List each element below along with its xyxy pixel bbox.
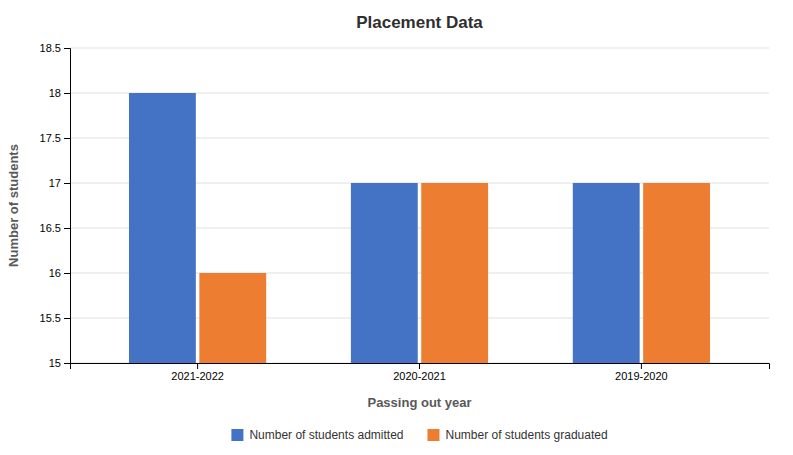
bar — [573, 183, 640, 363]
y-tick: 18.5 — [40, 42, 70, 54]
y-tick-label: 16.5 — [40, 222, 61, 234]
y-tick: 16.5 — [40, 222, 70, 234]
chart: 15 15.5 16 16.5 17 17.5 18 18.5 2021-2022 2020-20… — [0, 0, 793, 455]
grid — [70, 48, 769, 363]
y-tick-label: 15 — [49, 357, 61, 369]
y-tick-mark — [64, 273, 70, 274]
y-tick-label: 18 — [49, 87, 61, 99]
y-axis: 15 15.5 16 16.5 17 17.5 18 18.5 — [40, 42, 71, 369]
y-tick-mark — [64, 318, 70, 319]
bar — [421, 183, 488, 363]
plot: 15 15.5 16 16.5 17 17.5 18 18.5 2021-2022 2020-20… — [40, 42, 770, 382]
bar — [129, 93, 196, 363]
title: Placement Data — [356, 13, 483, 32]
y-tick-mark — [64, 93, 70, 94]
y-tick: 16 — [49, 267, 70, 279]
x-axis-title: Passing out year — [367, 395, 471, 410]
x-tick-label: 2020-2021 — [393, 370, 446, 382]
x-tick-mark — [641, 363, 642, 369]
legend: Number of students admitted Number of stu… — [231, 428, 607, 442]
y-axis-title: Number of students — [6, 144, 21, 267]
x-tick: 2021-2022 — [171, 363, 224, 382]
x-tick-mark — [419, 363, 420, 369]
legend-swatch — [231, 429, 243, 441]
y-tick-label: 17 — [49, 177, 61, 189]
x-axis-line — [71, 364, 770, 370]
x-tick-label: 2021-2022 — [171, 370, 224, 382]
grid-line — [70, 48, 769, 49]
x-tick: 2020-2021 — [393, 363, 446, 382]
x-tick: 2019-2020 — [615, 363, 668, 382]
y-tick: 15 — [49, 357, 70, 369]
x-axis: 2021-2022 2020-2021 2019-2020 — [71, 363, 770, 382]
y-tick: 17 — [49, 177, 70, 189]
legend-item: Number of students graduated — [427, 428, 607, 442]
legend-swatch — [427, 429, 439, 441]
bar-series — [129, 93, 640, 363]
y-tick: 15.5 — [40, 312, 70, 324]
legend-item: Number of students admitted — [231, 428, 403, 442]
y-tick-mark — [64, 228, 70, 229]
y-tick-label: 15.5 — [40, 312, 61, 324]
bar — [351, 183, 418, 363]
y-tick-label: 17.5 — [40, 132, 61, 144]
y-tick-mark — [64, 138, 70, 139]
bar-series — [199, 183, 710, 363]
y-tick-mark — [64, 48, 70, 49]
legend-label: Number of students graduated — [445, 428, 607, 442]
x-tick-label: 2019-2020 — [615, 370, 668, 382]
y-tick-label: 16 — [49, 267, 61, 279]
y-tick: 18 — [49, 87, 70, 99]
legend-label: Number of students admitted — [249, 428, 403, 442]
y-tick-label: 18.5 — [40, 42, 61, 54]
y-tick-mark — [64, 183, 70, 184]
x-tick-mark — [197, 363, 198, 369]
y-tick-mark — [64, 363, 70, 364]
y-axis-line — [64, 49, 71, 364]
bar — [643, 183, 710, 363]
y-tick: 17.5 — [40, 132, 70, 144]
bars — [129, 93, 710, 363]
bar — [199, 273, 266, 363]
